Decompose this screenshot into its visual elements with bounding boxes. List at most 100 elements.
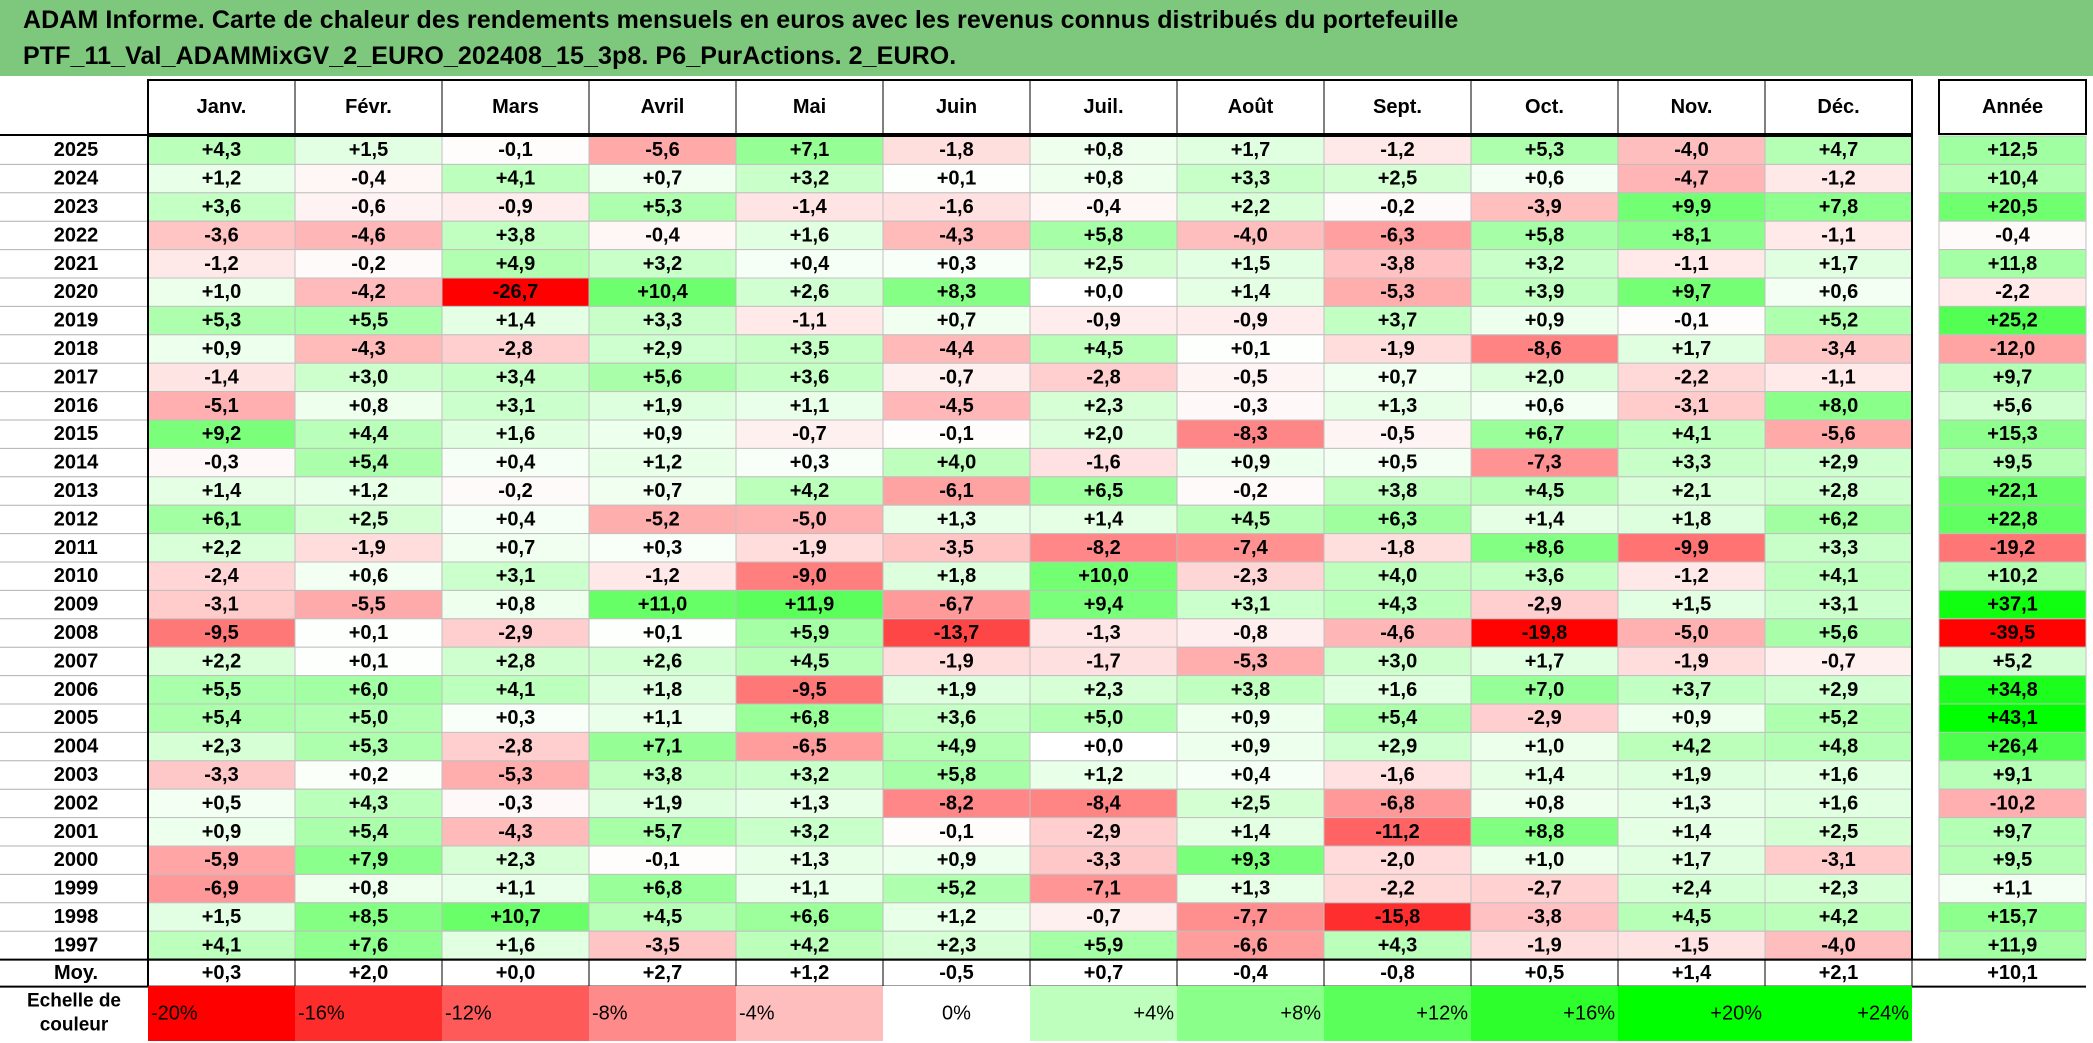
heatmap-cell [1323,618,1472,648]
heatmap-cell [1029,419,1178,449]
annual-cell-value: +22,1 [1987,480,2038,502]
row-year-label: 2010 [54,565,99,587]
heatmap-cell [1176,873,1325,904]
heatmap-cell [1470,873,1619,904]
heatmap-cell-value: -6,8 [1380,792,1414,814]
row-year-label: 2020 [54,281,99,303]
heatmap-cell [588,873,737,904]
heatmap-cell [1764,504,1913,535]
heatmap-cell-value: -3,8 [1527,906,1561,928]
scale-swatch [1177,986,1324,1041]
heatmap-cell-value: +0,1 [349,650,388,672]
heatmap-cell-value: -9,5 [204,622,238,644]
heatmap-cell [1176,419,1325,449]
heatmap-cell-value: +0,9 [202,821,241,843]
heatmap-cell-value: -2,9 [1086,821,1120,843]
heatmap-cell [294,703,443,733]
heatmap-cell-value: +5,5 [349,310,388,332]
heatmap-cell-value: -1,8 [939,139,973,161]
heatmap-cell-value: -4,0 [1674,139,1708,161]
heatmap-cell [1176,334,1325,364]
heatmap-cell-value: +1,7 [1672,849,1711,871]
heatmap-cell-value: +3,5 [790,338,829,360]
heatmap-cell [294,504,443,535]
heatmap-cell-value: +3,1 [1231,594,1270,616]
heatmap-cell-value: -2,3 [1233,565,1267,587]
heatmap-cell-value: +3,6 [790,366,829,388]
row-year-label: 2011 [54,537,97,559]
row-year-label: 1998 [54,906,99,928]
heatmap-cell-value: +0,8 [1525,792,1564,814]
heatmap-cell [441,817,590,847]
heatmap-cell-value: +2,5 [349,508,388,530]
heatmap-cell-value: -0,3 [1233,395,1267,417]
heatmap-cell-value: -3,1 [204,594,238,616]
heatmap-cell [294,930,443,961]
heatmap-cell [441,504,590,535]
heatmap-cell-value: -1,5 [1674,934,1708,956]
heatmap-cell-value: -6,9 [204,878,238,900]
heatmap-cell [294,277,443,307]
heatmap-cell [1176,447,1325,478]
heatmap-cell-value: +2,2 [202,537,241,559]
heatmap-cell-value: -3,5 [939,537,973,559]
average-cell-value: -0,4 [1233,962,1268,984]
annual-cell-value: -2,2 [1995,281,2029,303]
heatmap-cell [1617,731,1766,762]
annual-cell-value: -19,2 [1990,537,2036,559]
heatmap-cell-value: +2,1 [1672,480,1711,502]
heatmap-cell [735,163,884,194]
heatmap-cell-value: +9,3 [1231,849,1270,871]
heatmap-cell-value: +1,9 [643,792,682,814]
annual-cell-value: -10,2 [1990,792,2036,814]
row-year-label: 2006 [54,679,99,701]
heatmap-cell [588,504,737,535]
heatmap-cell [588,334,737,364]
heatmap-cell [1617,618,1766,648]
heatmap-cell-value: +1,3 [790,849,829,871]
heatmap-cell-value: -8,2 [939,792,973,814]
scale-swatch [1618,986,1765,1041]
heatmap-cell-value: +4,2 [790,934,829,956]
heatmap-cell-value: -0,4 [645,224,680,246]
heatmap-cell-value: +5,2 [1819,707,1858,729]
heatmap-cell [882,873,1031,904]
heatmap-cell [1323,220,1472,251]
heatmap-cell-value: -8,6 [1527,338,1561,360]
heatmap-cell-value: -6,5 [792,736,826,758]
heatmap-cell [1323,135,1472,165]
heatmap-cell-value: +1,1 [496,878,535,900]
heatmap-cell [294,391,443,421]
heatmap-cell [588,220,737,251]
heatmap-cell [1176,476,1325,506]
heatmap-cell-value: +4,7 [1819,139,1858,161]
heatmap-cell-value: +5,9 [1084,934,1123,956]
heatmap-cell-value: +9,2 [202,423,241,445]
heatmap-cell-value: -1,9 [939,650,973,672]
heatmap-cell-value: +5,3 [349,736,388,758]
heatmap-cell [1470,533,1619,563]
heatmap-cell-value: +7,0 [1525,679,1564,701]
heatmap-cell [588,447,737,478]
heatmap-cell-value: -3,5 [645,934,679,956]
heatmap-cell-value: +1,4 [202,480,242,502]
scale-step-label: +12% [1416,1003,1468,1025]
heatmap-cell-value: +3,7 [1378,310,1417,332]
heatmap-cell [1029,703,1178,733]
annual-cell-value: +9,7 [1993,821,2032,843]
heatmap-cell-value: +1,7 [1672,338,1711,360]
heatmap-cell [1470,447,1619,478]
heatmap-cell-value: +3,2 [790,821,829,843]
annual-cell [1938,504,2087,535]
annual-cell-value: +25,2 [1987,310,2038,332]
heatmap-cell-value: +0,9 [1525,310,1564,332]
heatmap-cell [1764,930,1913,961]
heatmap-cell [1470,249,1619,279]
heatmap-cell-value: +9,9 [1672,196,1711,218]
month-header: Avril [641,96,685,118]
heatmap-cell [441,589,590,620]
heatmap-cell [1029,334,1178,364]
heatmap-cell-value: +4,0 [937,452,976,474]
heatmap-cell-value: -7,4 [1233,537,1268,559]
heatmap-cell-value: +1,3 [1231,878,1270,900]
